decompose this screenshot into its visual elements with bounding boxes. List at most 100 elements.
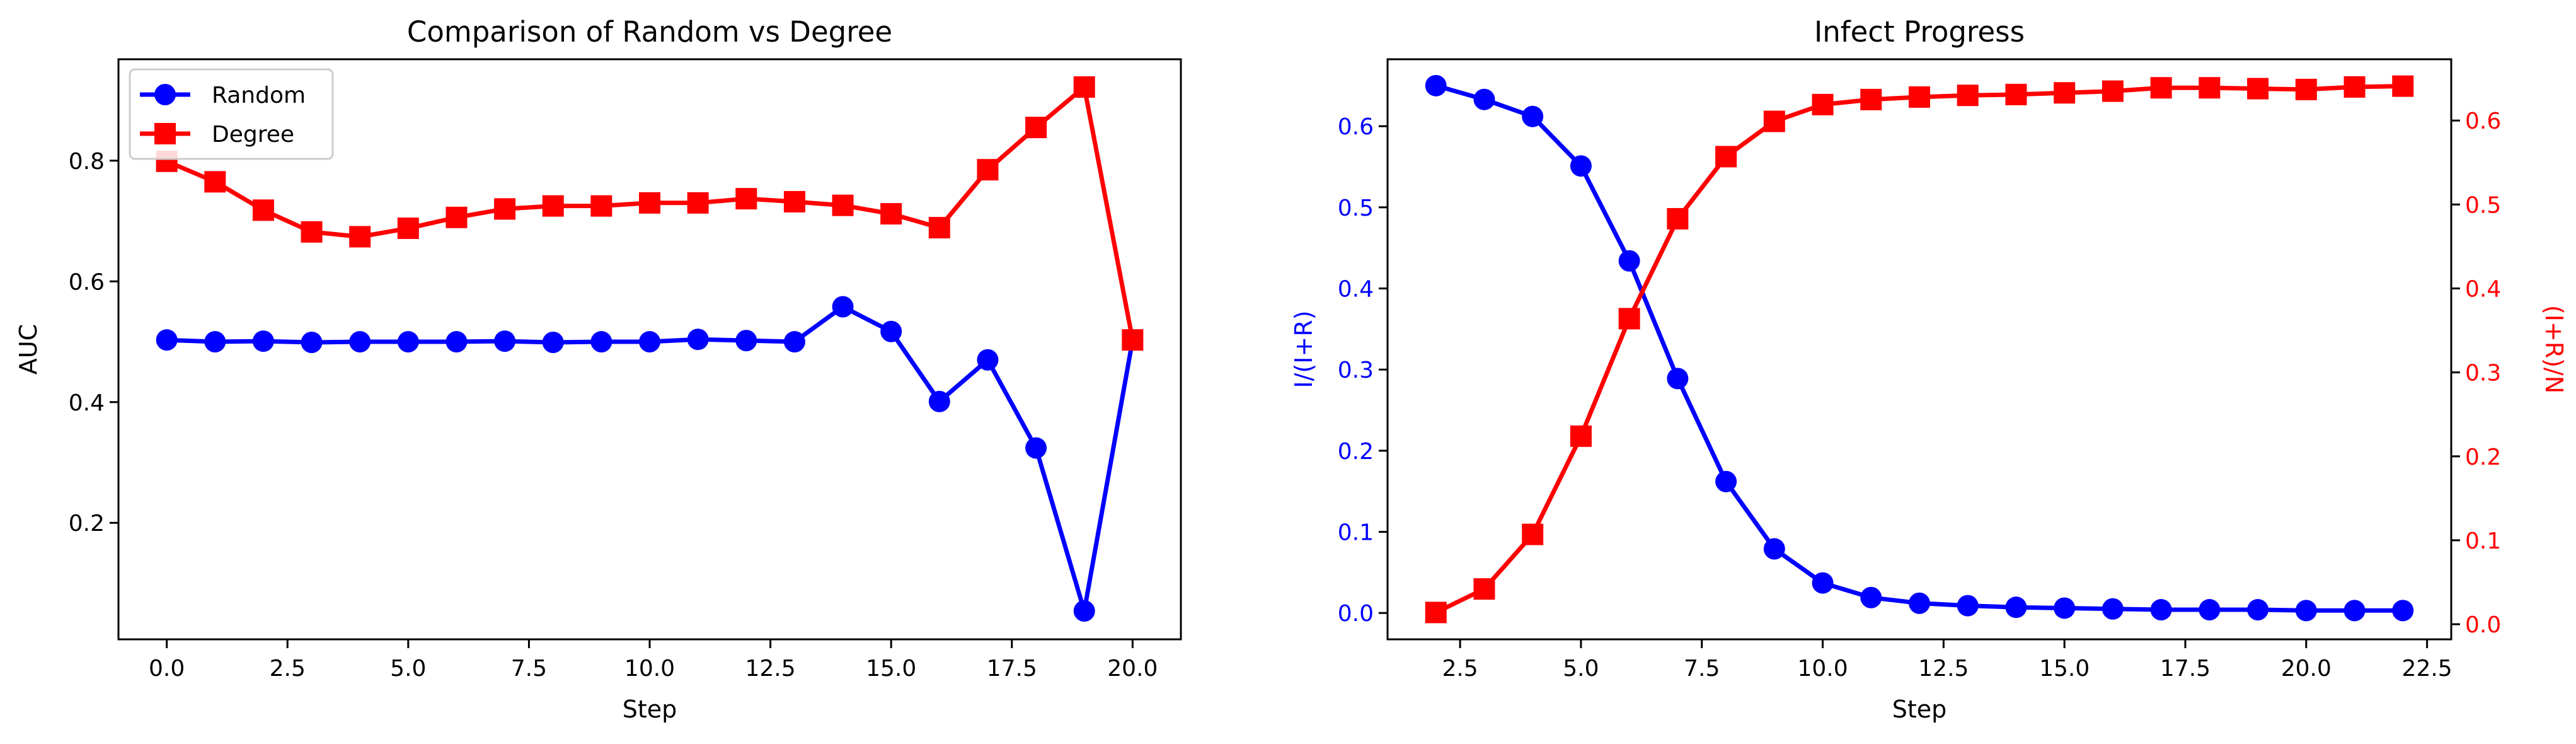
chart2-point-right [1618, 308, 1640, 330]
chart1-point-degree [542, 195, 564, 217]
chart2-point-right [2054, 82, 2076, 104]
chart2-point-left [1425, 74, 1447, 96]
chart2-point-left [2392, 600, 2414, 622]
chart2-left-axis-label: I/(I+R) [1290, 310, 1318, 388]
chart2-x-tick-label: 2.5 [1442, 656, 1478, 682]
chart2-title: Infect Progress [1814, 15, 2025, 49]
chart2-point-right [1522, 523, 1544, 545]
chart1-point-degree [446, 206, 468, 228]
chart2-point-left [1909, 592, 1930, 614]
chart2-left-y-tick-label: 0.4 [1338, 276, 1374, 302]
chart2-point-right [2150, 77, 2172, 99]
chart1-point-degree [1025, 117, 1047, 139]
chart2-right-axis-label: (I+R)/N [2540, 305, 2568, 393]
chart1-point-degree [639, 192, 660, 214]
chart1-point-degree [204, 171, 226, 193]
chart1-legend-label-degree: Degree [212, 122, 294, 148]
chart2-x-tick-label: 22.5 [2402, 656, 2452, 682]
chart2-point-right [2343, 76, 2366, 98]
chart1-point-degree [1122, 329, 1144, 351]
chart2-point-right [1860, 88, 1882, 110]
chart2-point-right [1667, 207, 1689, 230]
chart2-x-ticks: 2.5 5.0 7.5 10.0 12.5 15.0 17.5 20.0 22.5 [1442, 639, 2452, 682]
chart2-x-tick-label: 20.0 [2281, 656, 2332, 682]
chart2-point-left [2054, 597, 2076, 619]
chart1-y-tick-label: 0.6 [69, 269, 105, 295]
chart1-point-random [252, 330, 274, 352]
chart2-x-tick-label: 5.0 [1563, 656, 1599, 682]
chart2-point-left [2102, 598, 2124, 620]
chart1-point-random [397, 331, 419, 353]
chart1-y-tick-label: 0.4 [69, 390, 105, 416]
chart2-point-right [2295, 78, 2317, 100]
chart1-x-tick-label: 5.0 [390, 656, 426, 682]
chart1-legend: Random Degree [129, 68, 334, 160]
chart2-x-tick-label: 17.5 [2160, 656, 2211, 682]
chart2-right-y-tick-label: 0.1 [2465, 528, 2501, 554]
chart2-series-layer [1425, 74, 2414, 624]
chart1-x-tick-label: 2.5 [270, 656, 306, 682]
chart1-x-axis-label: Step [623, 695, 677, 723]
chart2-point-right [2199, 77, 2221, 99]
chart1-legend-marker-degree [154, 123, 176, 144]
chart2-point-left [1473, 88, 1495, 110]
chart1-point-random [928, 390, 950, 412]
chart1-point-degree [687, 192, 709, 214]
chart2-point-left [2005, 596, 2027, 619]
chart2-x-tick-label: 15.0 [2039, 656, 2090, 682]
chart2-point-left [2247, 599, 2269, 621]
chart2-right-y-tick-label: 0.6 [2465, 108, 2501, 134]
chart2-point-left [1618, 250, 1640, 272]
chart1-point-degree [397, 218, 419, 240]
chart1-legend-marker-random [154, 84, 176, 105]
chart1-point-degree [880, 203, 902, 225]
chart2-right-y-tick-label: 0.0 [2465, 612, 2501, 638]
chart1-point-random [977, 349, 999, 371]
chart2-left-y-tick-label: 0.0 [1338, 601, 1374, 627]
chart2-point-right [1715, 146, 1737, 168]
chart2-point-left [2343, 600, 2366, 622]
chart1-x-tick-label: 0.0 [149, 656, 185, 682]
chart1-y-ticks: 0.2 0.4 0.6 0.8 [69, 149, 118, 537]
chart2-point-right [2392, 75, 2414, 97]
chart1-legend-label-random: Random [212, 83, 306, 108]
chart2-x-axis-label: Step [1892, 695, 1947, 723]
chart1-point-random [156, 329, 178, 351]
chart1-point-random [301, 331, 323, 353]
chart1-point-random [880, 320, 902, 342]
chart2-point-right [2247, 78, 2269, 100]
chart1-point-degree [735, 188, 757, 210]
chart1-point-random [542, 331, 564, 353]
chart1-point-random [1025, 437, 1047, 459]
chart1-y-axis-label: AUC [14, 324, 42, 375]
chart2-point-left [1763, 538, 1785, 560]
chart2-point-left [1715, 470, 1737, 492]
chart1-point-random [494, 330, 516, 352]
chart2-point-right [1909, 86, 1930, 108]
chart1-point-random [1073, 600, 1095, 622]
chart2-point-left [2150, 599, 2172, 621]
chart2-x-tick-label: 7.5 [1684, 656, 1720, 682]
chart2-point-left [1522, 105, 1544, 127]
chart1-point-degree [301, 221, 323, 243]
chart1-point-random [639, 331, 660, 353]
chart1-y-tick-label: 0.2 [69, 511, 105, 537]
chart1-point-random [832, 296, 854, 318]
chart2-right-y-tick-label: 0.5 [2465, 192, 2501, 218]
chart1-point-degree [252, 199, 274, 221]
chart2-point-left [1957, 595, 1979, 617]
chart2-left-y-tick-label: 0.1 [1338, 520, 1374, 546]
chart2-right-y-tick-label: 0.4 [2465, 276, 2501, 302]
chart2-left-y-tick-label: 0.3 [1338, 357, 1374, 383]
chart1-point-random [735, 330, 757, 352]
chart2-point-left [2295, 600, 2317, 622]
chart2-point-right [1473, 578, 1495, 600]
chart2-left-y-tick-label: 0.2 [1338, 439, 1374, 465]
chart2-point-right [1812, 93, 1834, 115]
chart1-point-random [204, 331, 226, 353]
chart2-point-left [1667, 368, 1689, 390]
chart2-point-left [1860, 586, 1882, 608]
chart2-point-left [1570, 155, 1592, 177]
chart1-point-random [590, 331, 612, 353]
